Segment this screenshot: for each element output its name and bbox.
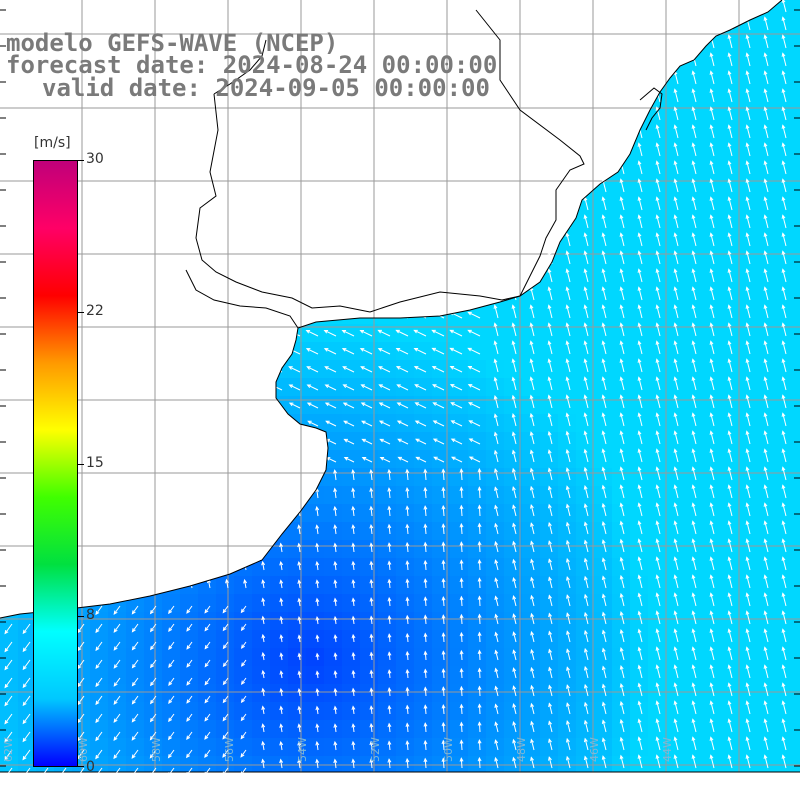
colorbar-tick-mark	[78, 312, 84, 313]
wind-vector-arrows	[4, 0, 787, 779]
longitude-label: 50W	[442, 737, 455, 762]
longitude-label: 60W	[77, 737, 90, 762]
colorbar-unit: [m/s]	[34, 135, 71, 151]
colorbar-tick-mark	[78, 616, 84, 617]
longitude-label: 48W	[515, 737, 528, 762]
colorbar-tick-label: 0	[86, 759, 95, 775]
longitude-label: 54W	[296, 737, 309, 762]
longitude-label: 52W	[369, 737, 382, 762]
longitude-label: 56W	[223, 737, 236, 762]
coastline	[0, 0, 783, 619]
valid-date: valid date: 2024-09-05 00:00:00	[42, 74, 490, 102]
colorbar-tick-mark	[78, 160, 84, 161]
colorbar-tick-mark	[78, 766, 84, 767]
colorbar-tick-label: 8	[86, 607, 95, 623]
longitude-label: 46W	[588, 737, 601, 762]
colorbar-tick-label: 30	[86, 151, 104, 167]
colorbar	[33, 160, 78, 767]
longitude-label: 62W	[2, 737, 15, 762]
forecast-date: forecast date: 2024-08-24 00:00:00	[6, 51, 498, 79]
lat-lon-grid	[0, 0, 800, 773]
colorbar-tick-mark	[78, 464, 84, 465]
longitude-label: 58W	[150, 737, 163, 762]
colorbar-tick-label: 22	[86, 303, 104, 319]
colorbar-tick-label: 15	[86, 455, 104, 471]
longitude-labels: 62W 60W 58W 56W 54W 52W 50W 48W 46W 44W	[2, 737, 674, 762]
longitude-label: 44W	[661, 737, 674, 762]
model-title: modelo GEFS-WAVE (NCEP)	[6, 29, 339, 57]
